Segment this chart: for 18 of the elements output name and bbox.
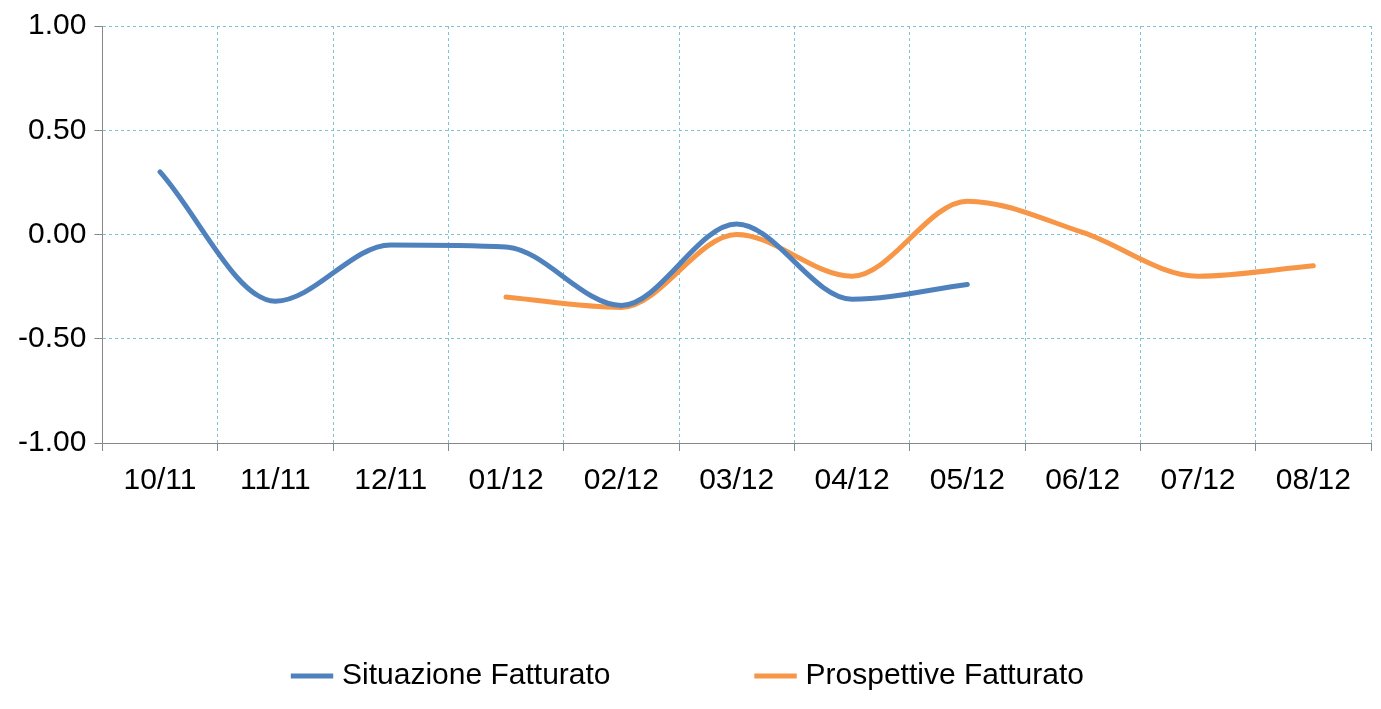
x-tick-label: 11/11 [240, 462, 311, 496]
legend-label: Prospettive Fatturato [805, 657, 1084, 691]
x-tick-label: 03/12 [699, 462, 775, 496]
legend-label: Situazione Fatturato [342, 657, 611, 691]
y-tick-label: -1.00 [17, 424, 87, 458]
x-tick-label: 06/12 [1045, 462, 1121, 496]
y-tick-label: 0.50 [27, 111, 87, 145]
y-tick-label: 1.00 [27, 7, 87, 41]
x-tick-label: 08/12 [1275, 462, 1351, 496]
x-tick-label: 04/12 [814, 462, 890, 496]
x-tick-label: 10/11 [123, 462, 197, 496]
y-tick-label: -0.50 [17, 320, 87, 354]
x-tick-label: 07/12 [1160, 462, 1236, 496]
x-tick-label: 05/12 [929, 462, 1005, 496]
x-tick-label: 01/12 [468, 462, 544, 496]
x-tick-label: 12/11 [354, 462, 428, 496]
y-tick-label: 0.00 [27, 215, 87, 249]
x-tick-label: 02/12 [583, 462, 659, 496]
